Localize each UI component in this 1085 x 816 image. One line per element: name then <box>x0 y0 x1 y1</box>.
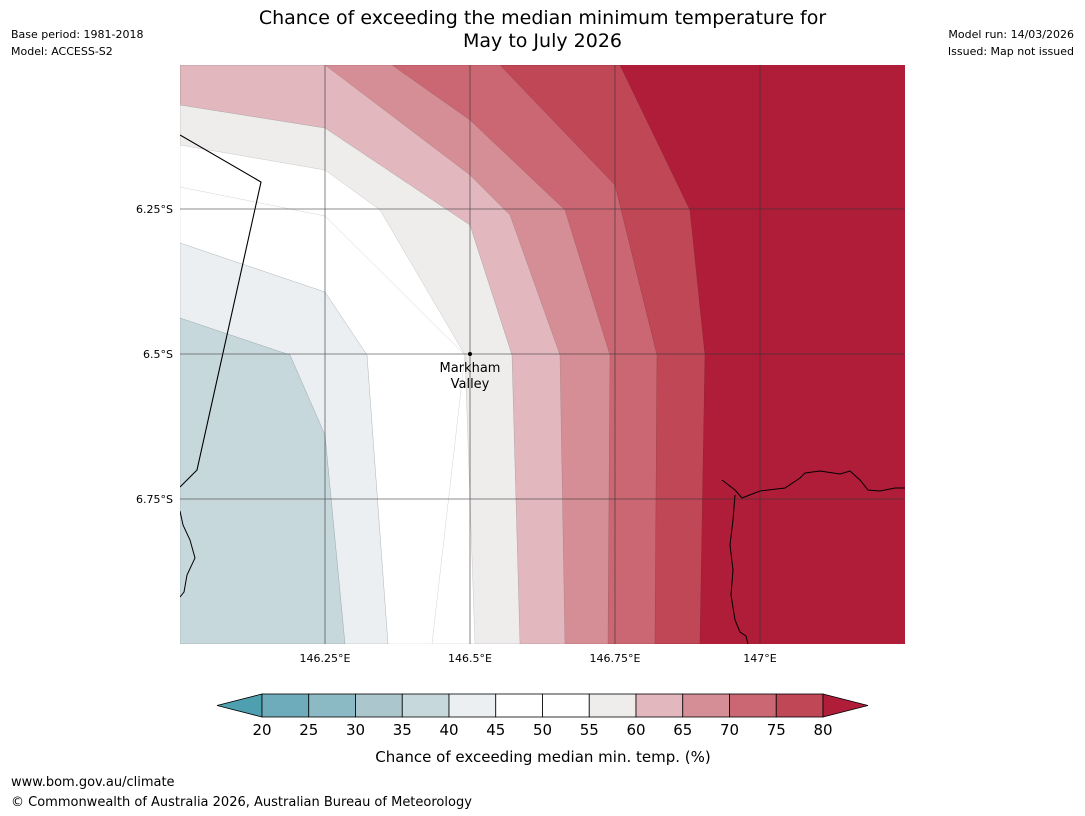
colorbar-tick-label: 70 <box>720 721 739 739</box>
lon-label-3: 146.75°E <box>590 652 641 665</box>
colorbar-tick-label: 20 <box>252 721 271 739</box>
colorbar-segment <box>262 694 309 717</box>
colorbar-tick-label: 40 <box>439 721 458 739</box>
colorbar-tick-label: 30 <box>346 721 365 739</box>
colorbar-extend-low <box>217 694 262 717</box>
colorbar-label: Chance of exceeding median min. temp. (%… <box>375 748 710 766</box>
colorbar-tick-label: 35 <box>393 721 412 739</box>
colorbar-segment <box>636 694 683 717</box>
colorbar-tick-label: 50 <box>533 721 552 739</box>
colorbar-segment <box>402 694 449 717</box>
colorbar-segment <box>496 694 543 717</box>
colorbar-segment <box>730 694 777 717</box>
colorbar-segment <box>589 694 636 717</box>
colorbar <box>217 694 868 717</box>
map-figure: Markham Valley 6.25°S 6.5°S 6.75°S 146.2… <box>0 0 1085 816</box>
colorbar-segment <box>683 694 730 717</box>
lon-label-2: 146.5°E <box>448 652 492 665</box>
colorbar-segment <box>356 694 403 717</box>
colorbar-segment <box>543 694 590 717</box>
colorbar-tick-label: 25 <box>299 721 318 739</box>
lon-label-4: 147°E <box>743 652 776 665</box>
footer-copyright: © Commonwealth of Australia 2026, Austra… <box>11 795 472 810</box>
colorbar-tick-label: 65 <box>673 721 692 739</box>
lat-label-1: 6.25°S <box>136 203 173 216</box>
place-label-line2: Valley <box>451 377 490 392</box>
colorbar-segment <box>309 694 356 717</box>
footer-url[interactable]: www.bom.gov.au/climate <box>11 775 175 790</box>
colorbar-ticks: 20 25 30 35 40 45 50 55 60 65 70 75 80 <box>252 721 832 739</box>
colorbar-extend-high <box>823 694 868 717</box>
place-label-line1: Markham <box>440 361 501 376</box>
colorbar-tick-label: 80 <box>813 721 832 739</box>
lon-label-1: 146.25°E <box>300 652 351 665</box>
colorbar-tick-label: 55 <box>580 721 599 739</box>
colorbar-segment <box>449 694 496 717</box>
lat-label-3: 6.75°S <box>136 493 173 506</box>
contour-map[interactable] <box>180 65 905 644</box>
markham-valley-marker[interactable] <box>468 352 472 356</box>
lat-label-2: 6.5°S <box>143 348 173 361</box>
colorbar-segment <box>776 694 823 717</box>
colorbar-tick-label: 60 <box>626 721 645 739</box>
colorbar-tick-label: 75 <box>767 721 786 739</box>
colorbar-tick-label: 45 <box>486 721 505 739</box>
